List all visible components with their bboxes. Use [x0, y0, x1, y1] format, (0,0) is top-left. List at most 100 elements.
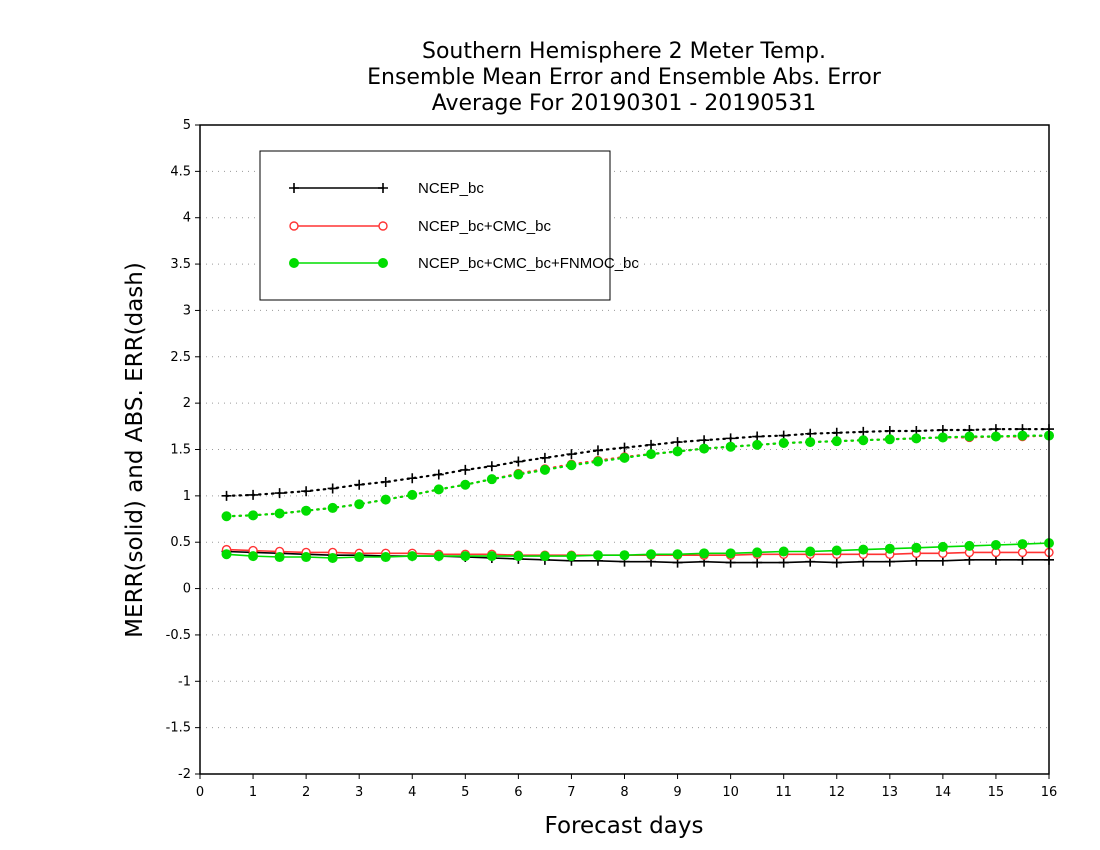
data-point-abs-err: [805, 428, 816, 439]
x-axis: 0 1 2 3 4 5 6 7 8 9 10 11 12 13 14 15 16: [196, 774, 1057, 800]
data-point-abs-err: [858, 426, 869, 437]
x-tick-label: 7: [567, 785, 575, 800]
data-point-abs-err: [433, 484, 444, 495]
legend-item: NCEP_bc+CMC_bc+FNMOC_bc: [289, 255, 639, 272]
series-2: [221, 430, 1054, 563]
data-point-merr: [380, 552, 391, 563]
data-point-merr: [858, 544, 869, 555]
y-tick-label: 4: [183, 211, 191, 226]
data-point-abs-err: [884, 425, 895, 436]
data-point-merr: [248, 551, 259, 562]
data-point-abs-err: [592, 456, 603, 467]
data-point-abs-err: [725, 441, 736, 452]
data-point-abs-err: [274, 488, 285, 499]
data-point-abs-err: [646, 439, 657, 450]
legend-label: NCEP_bc+CMC_bc: [418, 218, 551, 235]
data-point-merr: [513, 551, 524, 562]
data-point-merr: [911, 542, 922, 553]
data-point-merr: [301, 552, 312, 563]
data-point-abs-err: [460, 479, 471, 490]
data-point-merr: [460, 551, 471, 562]
legend-marker: [378, 183, 388, 193]
data-point-abs-err: [301, 486, 312, 497]
x-tick-label: 1: [249, 785, 257, 800]
x-tick-label: 2: [302, 785, 310, 800]
data-point-abs-err: [354, 479, 365, 490]
y-tick-label: 0: [183, 582, 191, 597]
x-tick-label: 4: [408, 785, 416, 800]
data-point-abs-err: [327, 483, 338, 494]
legend-label: NCEP_bc: [418, 180, 484, 197]
data-point-merr: [831, 545, 842, 556]
chart-title: Southern Hemisphere 2 Meter Temp. Ensemb…: [367, 39, 882, 116]
y-tick-label: 3: [183, 303, 191, 318]
data-point-abs-err: [592, 445, 603, 456]
data-point-merr: [725, 548, 736, 559]
data-point-abs-err: [752, 431, 763, 442]
x-tick-label: 3: [355, 785, 363, 800]
y-tick-label: 3.5: [170, 257, 191, 272]
data-point-abs-err: [221, 490, 232, 501]
data-point-abs-err: [539, 452, 550, 463]
legend-item: NCEP_bc+CMC_bc: [289, 218, 551, 235]
data-point-abs-err: [248, 510, 259, 521]
data-point-merr: [274, 552, 285, 563]
data-point-abs-err: [513, 469, 524, 480]
y-tick-label: -1: [178, 674, 191, 689]
x-tick-label: 8: [620, 785, 628, 800]
x-tick-label: 6: [514, 785, 522, 800]
data-point-merr: [221, 549, 232, 560]
data-point-abs-err: [301, 505, 312, 516]
data-point-merr: [646, 549, 657, 560]
data-point-merr: [407, 551, 418, 562]
data-point-abs-err: [380, 476, 391, 487]
y-tick-label: 2.5: [170, 350, 191, 365]
y-tick-label: -2: [178, 767, 191, 782]
data-point-abs-err: [964, 431, 975, 442]
y-tick-label: 0.5: [170, 535, 191, 550]
data-point-abs-err: [752, 439, 763, 450]
x-tick-label: 5: [461, 785, 469, 800]
data-point-merr: [1017, 547, 1028, 558]
data-point-abs-err: [725, 433, 736, 444]
legend-marker: [289, 221, 299, 231]
x-tick-label: 13: [882, 785, 899, 800]
y-axis-label: MERR(solid) and ABS. ERR(dash): [122, 262, 148, 638]
data-point-abs-err: [248, 489, 259, 500]
data-point-abs-err: [486, 474, 497, 485]
y-tick-label: -1.5: [166, 721, 191, 736]
data-point-abs-err: [513, 456, 524, 467]
data-point-merr: [699, 548, 710, 559]
x-tick-label: 0: [196, 785, 204, 800]
chart-title-line-1: Southern Hemisphere 2 Meter Temp.: [422, 39, 826, 64]
data-point-abs-err: [990, 431, 1001, 442]
data-point-abs-err: [460, 464, 471, 475]
data-point-merr: [619, 550, 630, 561]
x-tick-label: 15: [988, 785, 1005, 800]
x-tick-label: 10: [722, 785, 739, 800]
x-tick-label: 9: [673, 785, 681, 800]
x-tick-label: 14: [935, 785, 952, 800]
legend-marker: [378, 221, 388, 231]
y-tick-label: 1: [183, 489, 191, 504]
data-point-abs-err: [407, 489, 418, 500]
data-point-abs-err: [566, 449, 577, 460]
data-point-merr: [486, 551, 497, 562]
legend-item: NCEP_bc: [289, 180, 484, 197]
data-point-merr: [433, 551, 444, 562]
y-tick-label: 2: [183, 396, 191, 411]
data-point-abs-err: [911, 433, 922, 444]
x-tick-label: 12: [828, 785, 845, 800]
x-tick-label: 16: [1041, 785, 1058, 800]
data-point-abs-err: [672, 437, 683, 448]
y-tick-label: 5: [183, 118, 191, 133]
data-point-abs-err: [1017, 430, 1028, 441]
data-point-abs-err: [433, 469, 444, 480]
data-point-merr: [805, 546, 816, 557]
data-point-abs-err: [831, 436, 842, 447]
data-point-abs-err: [380, 494, 391, 505]
data-point-abs-err: [778, 438, 789, 449]
legend-marker: [378, 258, 388, 268]
data-point-merr: [752, 557, 763, 568]
